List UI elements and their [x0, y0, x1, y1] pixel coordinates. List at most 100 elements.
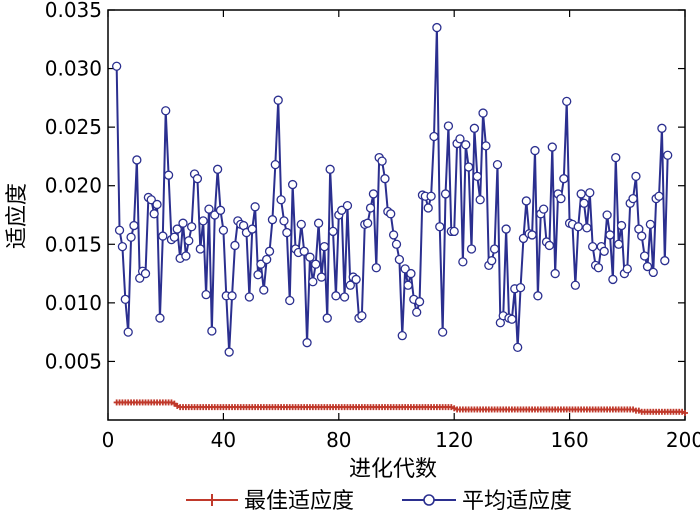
- data-point: [386, 209, 396, 219]
- data-point: [270, 159, 280, 170]
- data-point: [599, 246, 609, 256]
- data-point: [319, 241, 330, 252]
- data-point: [412, 307, 422, 317]
- data-point: [501, 224, 511, 234]
- data-point: [654, 191, 664, 201]
- data-point: [648, 267, 658, 278]
- y-tick-label: 0.035: [45, 0, 102, 22]
- y-tick-label: 0.015: [45, 232, 102, 256]
- data-point: [475, 195, 485, 205]
- data-point: [342, 200, 353, 211]
- data-point: [426, 191, 436, 201]
- data-point: [172, 224, 182, 234]
- data-point: [429, 131, 439, 142]
- data-point: [259, 285, 269, 295]
- data-point: [489, 244, 500, 254]
- data-point: [550, 268, 560, 279]
- data-point: [570, 280, 581, 290]
- data-point: [247, 224, 257, 234]
- y-tick-label: 0.020: [45, 174, 102, 198]
- data-point: [129, 220, 139, 231]
- x-axis-title: 进化代数: [349, 457, 437, 482]
- data-point: [438, 327, 448, 337]
- data-point: [469, 123, 480, 133]
- data-point: [244, 292, 255, 302]
- data-point: [120, 294, 130, 304]
- data-point: [588, 241, 598, 252]
- data-point: [328, 226, 338, 237]
- y-tick-label: 0.005: [45, 349, 102, 373]
- data-point: [140, 268, 151, 279]
- data-point: [663, 150, 673, 160]
- data-point: [682, 409, 688, 416]
- data-point: [562, 96, 572, 107]
- legend-item-avg: 平均适应度: [402, 489, 572, 514]
- x-tick-label: 120: [435, 428, 473, 452]
- legend-marker-avg: [423, 494, 435, 506]
- data-point: [435, 222, 445, 232]
- data-point: [458, 257, 468, 267]
- data-point: [279, 216, 289, 226]
- data-point: [449, 226, 459, 237]
- data-point: [276, 195, 286, 205]
- data-point: [466, 244, 477, 254]
- data-point: [611, 152, 621, 163]
- data-point: [218, 225, 229, 235]
- data-point: [132, 155, 142, 165]
- legend: 最佳适应度 平均适应度: [186, 489, 572, 514]
- data-point: [582, 223, 592, 233]
- data-point: [192, 174, 203, 184]
- x-tick-label: 160: [551, 428, 589, 452]
- legend-label-avg: 平均适应度: [462, 489, 572, 514]
- data-point: [187, 222, 197, 232]
- data-point: [432, 22, 442, 33]
- data-point: [204, 204, 214, 214]
- x-tick-label: 0: [102, 428, 115, 452]
- data-point: [602, 210, 612, 220]
- data-point: [224, 347, 234, 357]
- data-point: [507, 314, 517, 324]
- data-point: [299, 246, 309, 256]
- data-point: [158, 231, 168, 241]
- data-point: [642, 261, 653, 272]
- data-point: [538, 204, 549, 214]
- data-point: [608, 274, 618, 285]
- data-point: [397, 331, 407, 341]
- data-point: [472, 171, 482, 181]
- y-tick-label: 0.010: [45, 291, 102, 315]
- data-point: [207, 326, 217, 336]
- series-line-average: [115, 26, 669, 354]
- data-point: [487, 256, 497, 266]
- data-point: [613, 239, 624, 249]
- legend-label-best: 最佳适应度: [244, 489, 354, 514]
- axis-ticks: 0.005 0.010 0.015 0.020 0.025 0.030 0.035 0 40 80…: [45, 0, 700, 452]
- data-point: [559, 174, 569, 184]
- data-point: [250, 202, 260, 212]
- series-layer: [112, 22, 688, 416]
- data-point: [406, 268, 416, 279]
- data-point: [362, 218, 373, 228]
- data-point: [285, 295, 295, 306]
- data-point: [305, 252, 315, 262]
- data-point: [371, 263, 381, 273]
- data-point: [201, 290, 211, 300]
- data-point: [227, 291, 237, 301]
- y-axis-title: 适应度: [5, 183, 30, 249]
- data-point: [443, 121, 454, 131]
- data-point: [253, 270, 263, 280]
- data-point: [357, 311, 367, 321]
- data-point: [544, 240, 555, 251]
- data-point: [126, 232, 136, 242]
- y-tick-label: 0.025: [45, 115, 102, 139]
- data-point: [556, 193, 566, 204]
- data-point: [414, 297, 425, 307]
- data-point: [339, 292, 350, 302]
- data-point: [114, 225, 125, 235]
- data-point: [198, 216, 208, 226]
- data-point: [533, 291, 543, 301]
- data-point: [593, 263, 604, 273]
- data-point: [112, 61, 122, 71]
- plot-area-frame: [107, 9, 686, 421]
- data-point: [117, 241, 128, 252]
